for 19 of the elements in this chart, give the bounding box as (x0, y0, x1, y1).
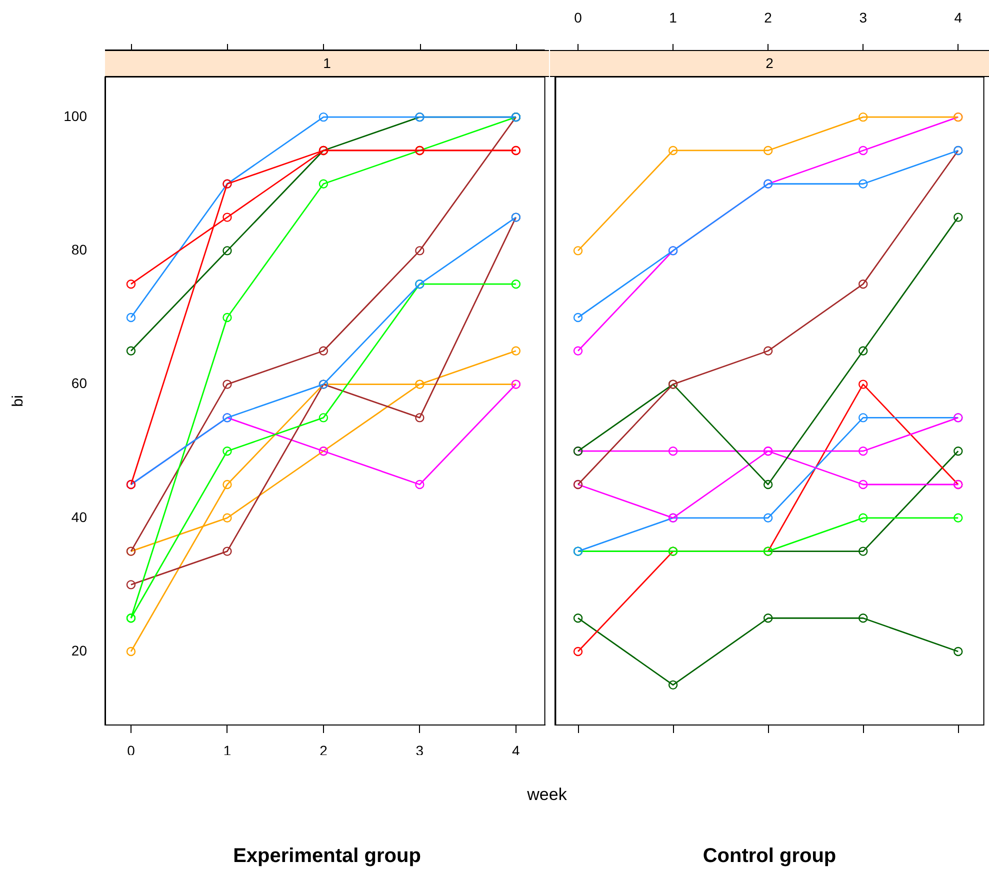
x-tick-label: 4 (954, 9, 962, 26)
x-tick-label: 0 (574, 9, 582, 26)
y-tick-label: 80 (71, 242, 88, 258)
y-tick-label: 20 (71, 642, 88, 658)
text: Experimental group (232, 845, 422, 868)
chart-title: 1 (105, 50, 549, 77)
x-tick-label: 2 (764, 9, 772, 26)
chart-title: 2 (550, 50, 989, 77)
text: Control group (702, 845, 838, 868)
y-axis-title: bi (10, 395, 26, 407)
x-tick-label: 4 (512, 742, 520, 758)
y-tick-label: 40 (71, 508, 88, 525)
x-axis-title: week (526, 785, 568, 805)
x-tick-label: 1 (669, 9, 678, 26)
x-tick-label: 1 (223, 742, 232, 758)
y-tick-label: 60 (71, 375, 88, 392)
y-tick-label: 100 (64, 108, 88, 124)
x-tick-label: 2 (320, 742, 328, 758)
x-tick-label: 3 (859, 9, 868, 26)
